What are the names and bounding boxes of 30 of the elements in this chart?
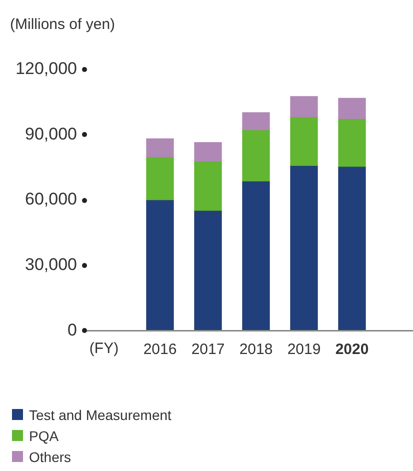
bar (146, 138, 174, 158)
y-tick-label: 30,000 (25, 255, 77, 274)
x-tick-label: 2016 (143, 340, 177, 358)
bar (146, 157, 174, 201)
bar (290, 166, 318, 331)
legend-label: Others (29, 448, 72, 464)
x-tick-label: 2020 (335, 340, 369, 358)
y-tick-label: 90,000 (25, 124, 77, 144)
bar (242, 181, 270, 331)
x-tick-label: 2017 (191, 340, 225, 358)
x-tick-label: 2019 (287, 340, 321, 358)
bar (338, 98, 366, 120)
bar (146, 200, 174, 331)
y-tick-label: 0 (68, 320, 77, 340)
y-tick-label: 120,000 (16, 58, 77, 78)
legend-label: PQA (29, 428, 59, 444)
legend-label: Test and Measurement (29, 406, 172, 422)
x-tick-label: 2018 (239, 340, 273, 358)
bar (242, 130, 270, 182)
bar (194, 142, 222, 162)
bar (242, 112, 270, 131)
bar (338, 119, 366, 168)
bar (290, 96, 318, 118)
x-axis-title: (FY) (89, 340, 119, 357)
bar (194, 162, 222, 212)
y-axis-title: (Millions of yen) (10, 16, 116, 34)
y-tick-label: 60,000 (25, 190, 77, 209)
bar (290, 117, 318, 167)
bar (194, 210, 222, 331)
bar (338, 166, 366, 331)
